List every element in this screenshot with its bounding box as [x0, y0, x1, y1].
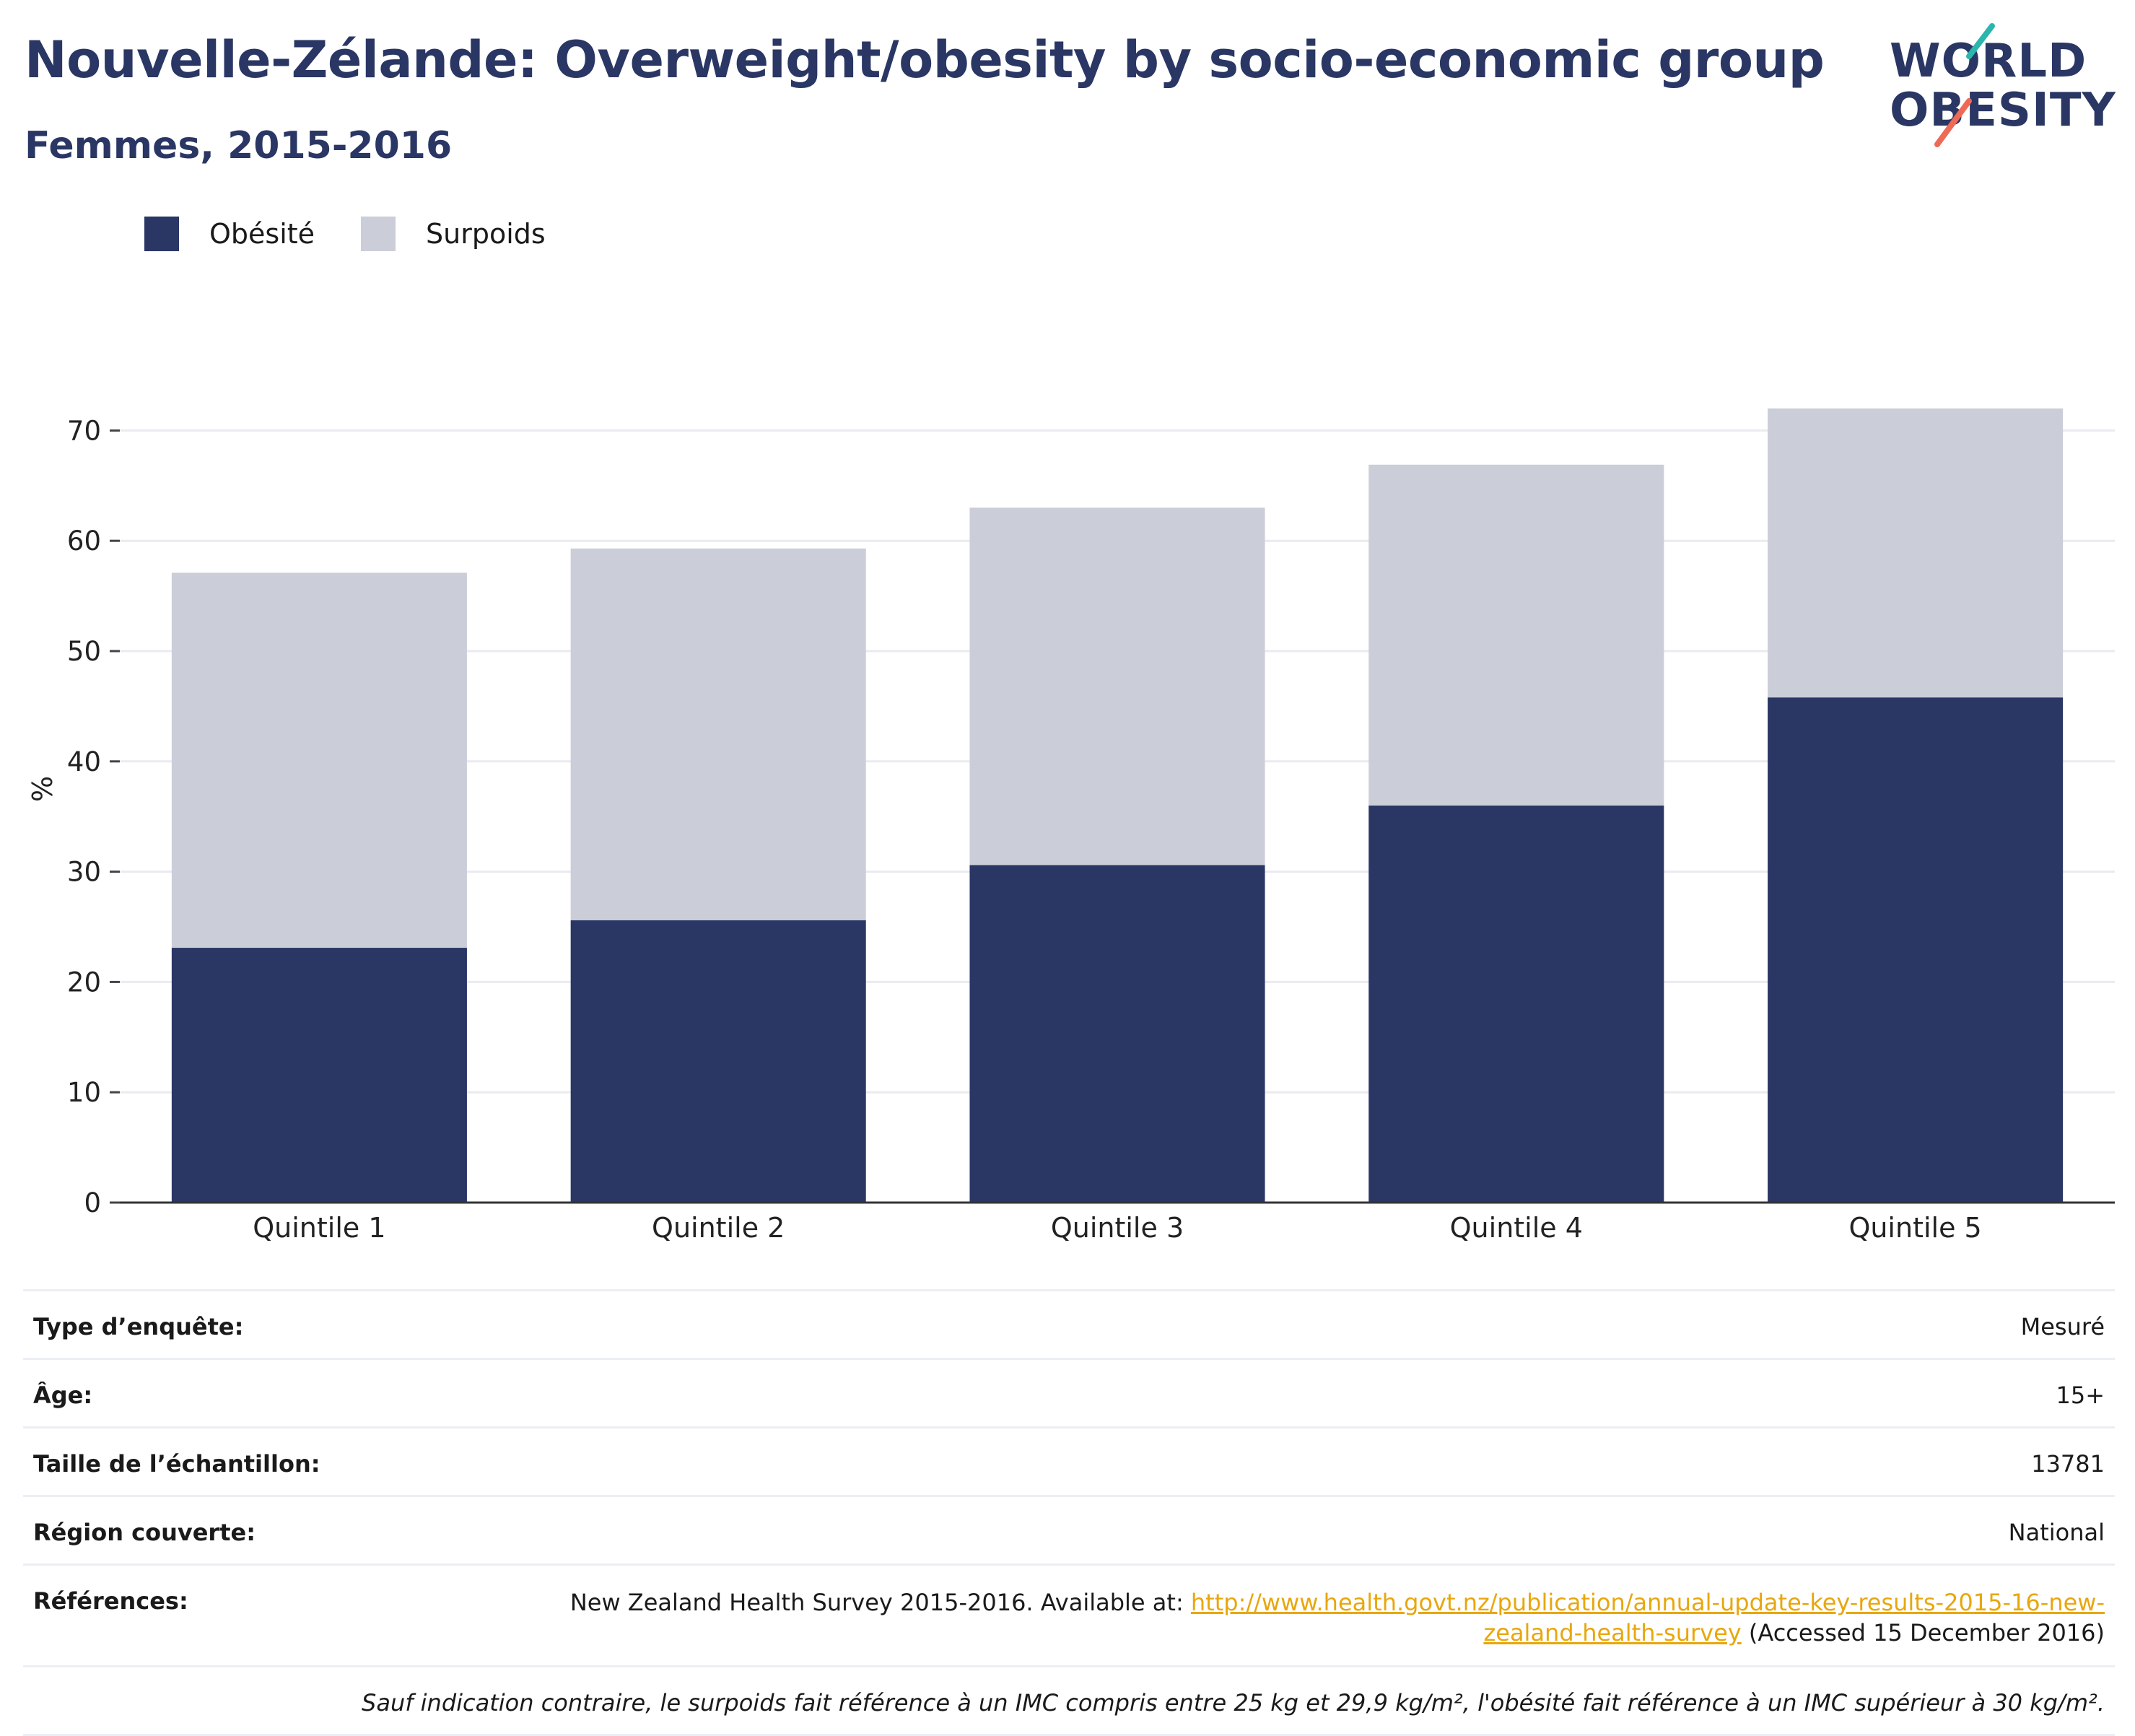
reference-link-part1[interactable]: http://www.health.govt.nz/publication/an… — [1190, 1589, 2105, 1616]
bmi-definition-note: Sauf indication contraire, le surpoids f… — [23, 1667, 2115, 1736]
logo-word-world: WORLD — [1890, 35, 2087, 88]
x-tick-label: Quintile 1 — [253, 1212, 385, 1242]
y-tick-label: 10 — [67, 1077, 101, 1108]
bar-surpoids — [171, 572, 467, 948]
info-row-region: Région couverte: National — [23, 1497, 2115, 1566]
info-row-sample-size: Taille de l’échantillon: 13781 — [23, 1429, 2115, 1497]
bar-surpoids — [570, 548, 866, 920]
world-obesity-logo: WORLD OBESITY — [1877, 20, 2122, 157]
y-axis-label: % — [27, 776, 58, 802]
bar-obesite — [570, 920, 866, 1203]
bar-surpoids — [1768, 408, 2064, 698]
info-row-references: Références: New Zealand Health Survey 20… — [23, 1566, 2115, 1667]
legend-item-surpoids: Surpoids — [361, 217, 546, 251]
y-tick-label: 50 — [67, 636, 101, 667]
legend-swatch-surpoids — [361, 217, 396, 251]
references-label: Références: — [33, 1587, 188, 1615]
survey-type-label: Type d’enquête: — [33, 1313, 244, 1340]
x-tick-label: Quintile 2 — [652, 1212, 785, 1242]
bar-obesite — [171, 948, 467, 1203]
survey-info-table: Type d’enquête: Mesuré Âge: 15+ Taille d… — [23, 1289, 2115, 1736]
bar-obesite — [1768, 697, 2064, 1203]
y-tick-label: 20 — [67, 967, 101, 998]
legend-swatch-obesite — [144, 217, 179, 251]
x-tick-label: Quintile 5 — [1848, 1212, 1981, 1242]
bar-surpoids — [1368, 464, 1664, 806]
bar-obesite — [969, 865, 1265, 1203]
region-value: National — [2008, 1519, 2105, 1546]
info-row-survey-type: Type d’enquête: Mesuré — [23, 1291, 2115, 1360]
stacked-bar-chart: 0 10 20 30 40 50 60 70% Quintile 1 Quintile 2 Quin… — [27, 408, 2115, 1242]
references-prefix: New Zealand Health Survey 2015-2016. Ava… — [569, 1589, 1191, 1616]
age-label: Âge: — [33, 1382, 93, 1409]
survey-type-value: Mesuré — [2020, 1313, 2105, 1340]
chart-title: Nouvelle-Zélande: Overweight/obesity by … — [25, 30, 1825, 90]
legend-item-obesite: Obésité — [144, 217, 315, 251]
y-tick-label: 0 — [84, 1187, 101, 1218]
y-tick-label: 30 — [67, 857, 101, 888]
sample-size-label: Taille de l’échantillon: — [33, 1450, 320, 1478]
y-tick-label: 60 — [67, 525, 101, 557]
logo-word-obesity: OBESITY — [1890, 84, 2116, 137]
reference-link-part2[interactable]: zealand-health-survey — [1483, 1619, 1742, 1646]
sample-size-value: 13781 — [2031, 1450, 2105, 1478]
references-value: New Zealand Health Survey 2015-2016. Ava… — [570, 1587, 2105, 1648]
info-row-age: Âge: 15+ — [23, 1360, 2115, 1429]
bar-obesite — [1368, 805, 1664, 1203]
y-tick-label: 70 — [67, 415, 101, 446]
chart-legend: Obésité Surpoids — [144, 217, 592, 251]
age-value: 15+ — [2056, 1382, 2105, 1409]
legend-label-obesite: Obésité — [209, 218, 315, 250]
y-tick-label: 40 — [67, 746, 101, 777]
region-label: Région couverte: — [33, 1519, 256, 1546]
x-tick-label: Quintile 4 — [1450, 1212, 1583, 1242]
x-tick-label: Quintile 3 — [1051, 1212, 1184, 1242]
legend-label-surpoids: Surpoids — [426, 218, 546, 250]
references-suffix: (Accessed 15 December 2016) — [1741, 1619, 2105, 1646]
chart-subtitle: Femmes, 2015-2016 — [25, 124, 453, 167]
bar-surpoids — [969, 507, 1265, 865]
logo-slash-icon — [1934, 23, 1995, 147]
